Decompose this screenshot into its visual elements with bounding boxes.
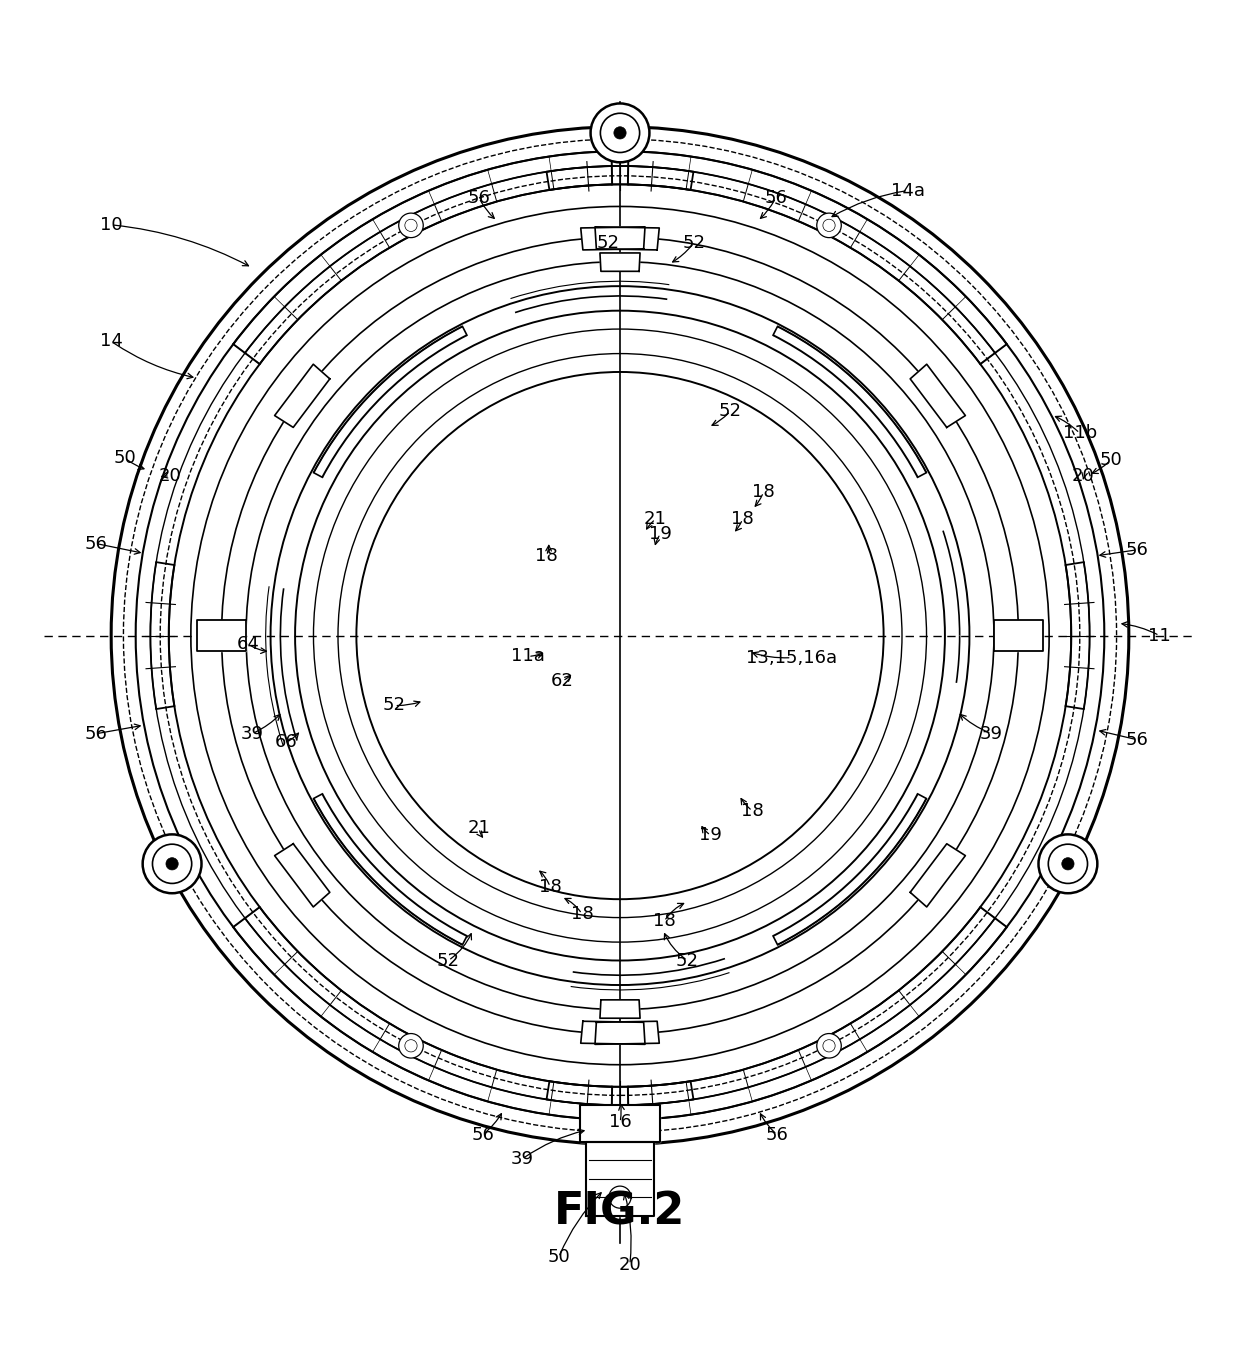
Text: 56: 56 <box>1126 731 1148 749</box>
Text: 39: 39 <box>241 725 264 742</box>
Text: 13,15,16a: 13,15,16a <box>746 649 837 666</box>
Text: 18: 18 <box>534 547 558 565</box>
Text: 19: 19 <box>699 826 722 844</box>
Polygon shape <box>595 1022 660 1045</box>
Text: 39: 39 <box>980 725 1003 742</box>
Text: 52: 52 <box>383 696 405 715</box>
Polygon shape <box>274 364 330 427</box>
Text: 56: 56 <box>86 725 108 742</box>
Polygon shape <box>595 227 660 250</box>
Polygon shape <box>600 252 640 271</box>
Polygon shape <box>910 844 966 906</box>
Polygon shape <box>580 1022 645 1045</box>
Text: 20: 20 <box>1073 467 1095 486</box>
Text: 56: 56 <box>86 535 108 552</box>
Circle shape <box>399 213 423 237</box>
Text: 62: 62 <box>551 672 574 689</box>
Circle shape <box>600 113 640 152</box>
Circle shape <box>404 1039 417 1052</box>
Text: 50: 50 <box>1099 452 1122 470</box>
Circle shape <box>404 220 417 232</box>
Circle shape <box>817 213 841 237</box>
Text: 56: 56 <box>467 189 491 206</box>
Text: 14a: 14a <box>892 182 925 199</box>
Polygon shape <box>580 227 645 250</box>
Text: 21: 21 <box>467 820 491 837</box>
Text: 18: 18 <box>538 878 562 896</box>
Circle shape <box>1048 844 1087 883</box>
Circle shape <box>166 858 179 870</box>
Text: 10: 10 <box>100 216 123 233</box>
Text: 52: 52 <box>676 951 699 969</box>
Text: 56: 56 <box>471 1125 494 1144</box>
Circle shape <box>399 1034 423 1058</box>
Circle shape <box>609 1186 631 1208</box>
Polygon shape <box>197 620 246 651</box>
Text: 18: 18 <box>753 483 775 501</box>
Text: 18: 18 <box>732 510 754 528</box>
Text: 52: 52 <box>436 951 460 969</box>
Circle shape <box>1061 858 1074 870</box>
Text: 56: 56 <box>765 1125 789 1144</box>
Text: 16: 16 <box>609 1113 631 1132</box>
Circle shape <box>817 1034 841 1058</box>
Text: 66: 66 <box>275 733 298 752</box>
Text: 11b: 11b <box>1063 425 1097 442</box>
Text: 52: 52 <box>596 235 619 252</box>
Text: 50: 50 <box>113 449 136 467</box>
Circle shape <box>143 835 202 893</box>
Text: 39: 39 <box>511 1151 533 1168</box>
Text: 11a: 11a <box>511 647 544 665</box>
Circle shape <box>1038 835 1097 893</box>
Polygon shape <box>587 1143 653 1216</box>
Polygon shape <box>600 1000 640 1018</box>
Text: 20: 20 <box>619 1255 641 1274</box>
Text: 64: 64 <box>237 635 260 653</box>
Text: 19: 19 <box>649 525 672 543</box>
Text: 50: 50 <box>547 1248 570 1266</box>
Text: 11: 11 <box>1148 627 1171 645</box>
Text: 18: 18 <box>652 912 676 931</box>
Text: 14: 14 <box>99 332 123 350</box>
Circle shape <box>823 1039 836 1052</box>
Polygon shape <box>910 364 966 427</box>
Polygon shape <box>580 1105 660 1143</box>
Text: 18: 18 <box>742 802 764 820</box>
Circle shape <box>614 126 626 138</box>
Circle shape <box>590 103 650 163</box>
Text: 20: 20 <box>159 467 181 486</box>
Polygon shape <box>994 620 1043 651</box>
Text: 56: 56 <box>1126 540 1148 559</box>
Text: 56: 56 <box>764 189 787 206</box>
Text: 21: 21 <box>644 510 667 528</box>
Text: FIG.2: FIG.2 <box>554 1190 686 1234</box>
Polygon shape <box>274 844 330 906</box>
Text: 52: 52 <box>719 402 742 421</box>
Text: 52: 52 <box>682 235 706 252</box>
Circle shape <box>823 220 836 232</box>
Text: 18: 18 <box>570 905 594 923</box>
Circle shape <box>153 844 192 883</box>
